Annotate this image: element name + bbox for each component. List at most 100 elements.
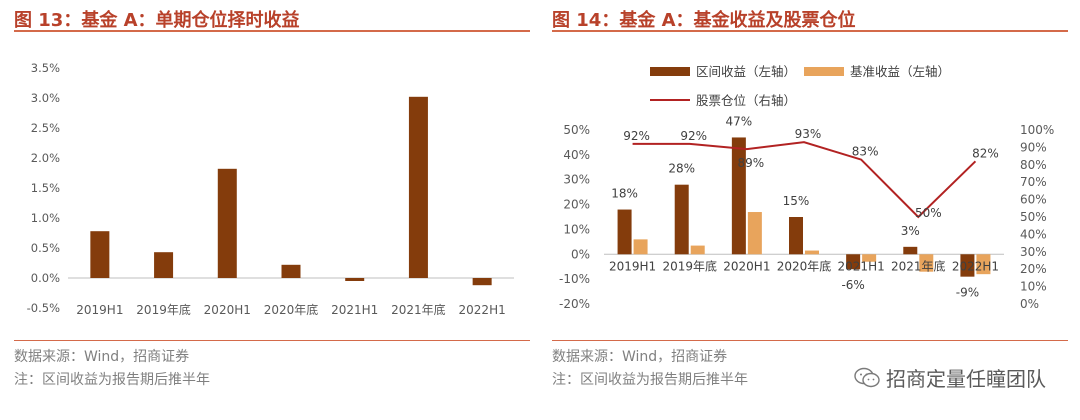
benchmark-return-bar <box>919 254 934 272</box>
benchmark-return-bar <box>805 250 819 255</box>
x-tick-label: 2020H1 <box>723 259 770 273</box>
wechat-icon <box>854 367 880 387</box>
legend-label-benchmark-return: 基准收益（左轴） <box>850 64 950 79</box>
y-tick-label: 0.5% <box>31 241 60 255</box>
line-data-label: 83% <box>852 145 879 159</box>
x-tick-label: 2021年底 <box>891 258 946 273</box>
left-title-rule <box>14 30 530 32</box>
equity-position-line <box>632 141 977 219</box>
x-tick-label: 2021年底 <box>391 302 446 317</box>
right-title-rule <box>552 30 1068 32</box>
interval-return-bar <box>903 246 918 255</box>
y-left-tick-label: 30% <box>563 173 590 187</box>
x-tick-label: 2020年底 <box>264 302 319 317</box>
line-data-label: 93% <box>795 127 822 141</box>
y-right-tick-label: 20% <box>1020 262 1047 276</box>
x-tick-label: 2020年底 <box>777 258 832 273</box>
y-tick-label: 0.0% <box>31 271 60 285</box>
right-source: 数据来源：Wind，招商证券 <box>552 349 728 365</box>
x-tick-label: 2019H1 <box>609 259 656 273</box>
left-panel: 图 13：基金 A：单期仓位择时收益 -0.5% 0.0% 0.5% 1.0% 1.5%… <box>14 0 530 420</box>
y-right-tick-label: 70% <box>1020 175 1047 189</box>
y-right-tick-label: 40% <box>1020 227 1047 241</box>
x-tick-label: 2021H1 <box>838 259 885 273</box>
right-figure-title: 图 14：基金 A：基金收益及股票仓位 <box>552 10 856 31</box>
y-tick-label: 1.5% <box>31 181 60 195</box>
y-left-tick-label: 40% <box>563 148 590 162</box>
interval-return-bar <box>731 137 746 255</box>
line-data-label: 89% <box>738 156 765 170</box>
bar <box>217 168 237 278</box>
benchmark-return-bar <box>747 212 762 255</box>
interval-return-bar <box>617 209 632 255</box>
y-right-tick-label: 30% <box>1020 245 1047 259</box>
line-data-label: 92% <box>680 129 707 143</box>
line-data-label: 82% <box>972 146 999 160</box>
y-right-tick-label: 90% <box>1020 140 1047 154</box>
y-left-tick-label: -10% <box>559 272 590 286</box>
bar <box>281 264 301 278</box>
benchmark-return-bar <box>862 254 877 262</box>
watermark-text: 招商定量任瞳团队 <box>886 367 1046 391</box>
y-tick-label: 2.5% <box>31 121 60 135</box>
interval-return-bar <box>960 254 975 277</box>
x-tick-label: 2020H1 <box>204 303 251 317</box>
y-tick-label: 3.5% <box>31 61 60 75</box>
bar-data-label: 18% <box>611 187 638 201</box>
bar <box>472 278 492 286</box>
bar <box>154 252 174 278</box>
bar-data-label: 47% <box>726 114 753 128</box>
watermark: 招商定量任瞳团队 <box>854 363 1046 392</box>
x-tick-label: 2019年底 <box>662 258 717 273</box>
legend-label-equity-position: 股票仓位（右轴） <box>696 93 796 108</box>
left-source: 数据来源：Wind，招商证券 <box>14 349 190 365</box>
right-note: 注：区间收益为报告期后推半年 <box>552 372 748 388</box>
y-tick-label: -0.5% <box>27 301 60 315</box>
interval-return-bar <box>789 217 803 255</box>
benchmark-return-bar <box>976 254 991 275</box>
y-tick-label: 2.0% <box>31 151 60 165</box>
y-tick-label: 3.0% <box>31 91 60 105</box>
y-left-tick-label: -20% <box>559 297 590 311</box>
left-footer-rule <box>14 340 530 341</box>
bar-data-label: 15% <box>783 194 810 208</box>
bar <box>408 96 428 278</box>
y-right-tick-label: 50% <box>1020 210 1047 224</box>
left-note: 注：区间收益为报告期后推半年 <box>14 372 210 388</box>
bar-data-label: 3% <box>901 224 920 238</box>
interval-return-bar <box>846 254 861 270</box>
bar-data-label: 28% <box>668 162 695 176</box>
x-tick-label: 2022H1 <box>459 303 506 317</box>
y-left-tick-label: 20% <box>563 198 590 212</box>
legend-swatch-benchmark-return <box>804 67 844 76</box>
y-left-tick-label: 0% <box>571 247 590 261</box>
bar-data-label: -9% <box>956 286 979 300</box>
legend-swatch-interval-return <box>650 67 690 76</box>
bar <box>345 278 365 281</box>
benchmark-return-bar <box>633 239 648 255</box>
right-panel: 图 14：基金 A：基金收益及股票仓位 区间收益（左轴） 基准收益（左轴） 股票仓位… <box>552 0 1068 420</box>
right-combo-chart: 区间收益（左轴） 基准收益（左轴） 股票仓位（右轴） -20% -10% 0% 10% 20%… <box>559 64 1054 311</box>
bar-data-label: -6% <box>841 278 864 292</box>
y-tick-label: 1.0% <box>31 211 60 225</box>
y-right-tick-label: 60% <box>1020 193 1047 207</box>
line-data-label: 50% <box>915 206 942 220</box>
interval-return-bar <box>674 184 689 255</box>
bar <box>90 231 110 278</box>
x-tick-label: 2021H1 <box>331 303 378 317</box>
y-right-tick-label: 100% <box>1020 123 1054 137</box>
benchmark-return-bar <box>690 245 705 255</box>
x-tick-label: 2022H1 <box>952 259 999 273</box>
y-left-tick-label: 10% <box>563 222 590 236</box>
legend-label-interval-return: 区间收益（左轴） <box>696 64 796 79</box>
y-right-tick-label: 10% <box>1020 280 1047 294</box>
x-tick-label: 2019H1 <box>76 303 123 317</box>
line-data-label: 92% <box>623 129 650 143</box>
right-footer-rule <box>552 340 1068 341</box>
y-left-tick-label: 50% <box>563 123 590 137</box>
y-right-tick-label: 80% <box>1020 158 1047 172</box>
left-bar-chart: -0.5% 0.0% 0.5% 1.0% 1.5% 2.0% 2.5% 3.0% 3.5% 201… <box>27 61 514 317</box>
x-tick-label: 2019年底 <box>136 302 191 317</box>
y-right-tick-label: 0% <box>1020 297 1039 311</box>
left-figure-title: 图 13：基金 A：单期仓位择时收益 <box>14 10 300 31</box>
